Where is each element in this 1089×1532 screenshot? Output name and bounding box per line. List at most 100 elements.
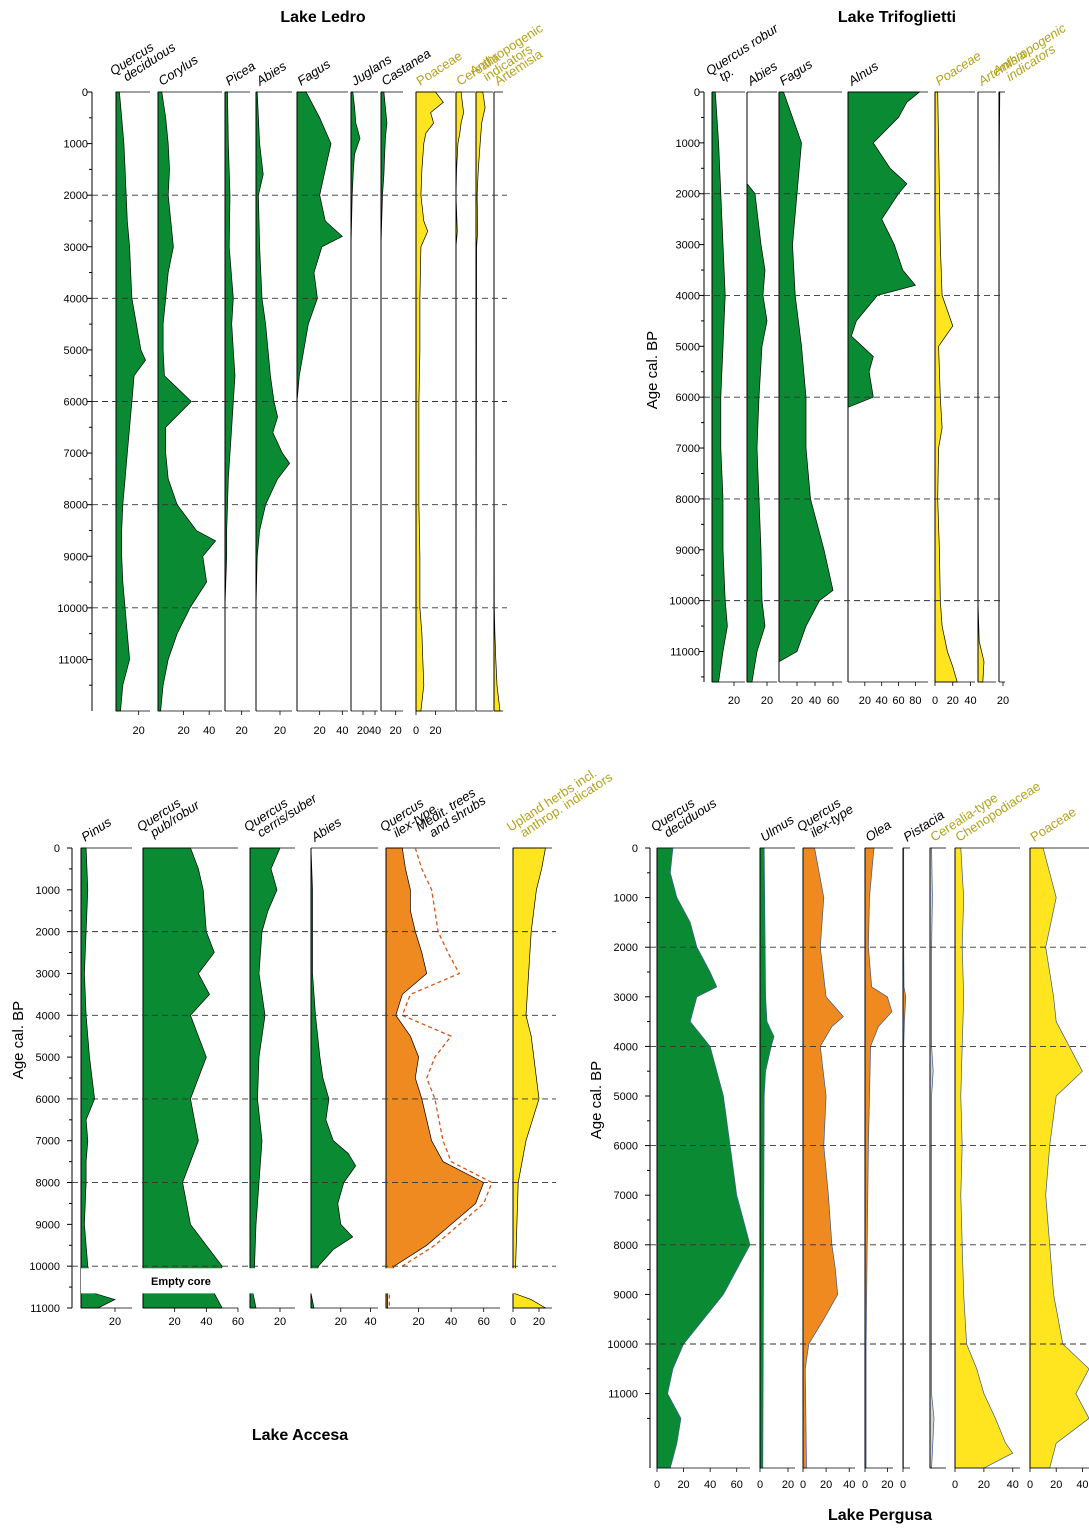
chart-title: Lake Trifoglietti <box>838 9 956 26</box>
y-tick-label: 4000 <box>36 1010 60 1022</box>
y-tick-label: 3000 <box>36 968 60 980</box>
series-quercus-cerris-suber-label: Quercuscerris/suber <box>241 780 320 844</box>
series-ulmus-x-tick-label: 0 <box>757 1479 763 1491</box>
series-corylus-x-tick-label: 20 <box>177 725 189 737</box>
series-abies-x-tick-label: 20 <box>761 695 773 707</box>
y-tick-label: 6000 <box>676 392 700 404</box>
y-axis-label: Age cal. BP <box>644 331 661 409</box>
series-quercus-cerris-suber-area <box>249 847 281 1309</box>
series-pinus-label: Pinus <box>78 814 114 845</box>
series-quercus-robur-tp-x-tick-label: 20 <box>728 695 740 707</box>
series-fagus-x-tick-label: 40 <box>336 725 348 737</box>
series-poaceae-x-tick-label: 40 <box>1076 1479 1088 1491</box>
y-tick-label: 3000 <box>614 992 638 1004</box>
empty-core-band <box>81 1268 552 1294</box>
series-abies-label: Abies <box>308 814 345 845</box>
y-tick-label: 3000 <box>676 240 700 252</box>
series-fagus-label: Fagus <box>294 56 333 89</box>
y-tick-label: 0 <box>632 843 638 855</box>
y-tick-label: 8000 <box>64 500 88 512</box>
y-tick-label: 8000 <box>36 1178 60 1190</box>
series-picea-area <box>224 91 236 711</box>
series-quercus-ilex-type-x-tick-label: 60 <box>478 1316 490 1328</box>
series-anthropogenic-indicators-x-tick-label: 20 <box>997 695 1009 707</box>
series-fagus-label: Fagus <box>776 56 815 89</box>
series-juglans-x-tick-label: 40 <box>369 725 381 737</box>
series-alnus-x-tick-label: 60 <box>892 695 904 707</box>
series-quercus-ilex-type-x-tick-label: 20 <box>412 1316 424 1328</box>
chart-title: Lake Accesa <box>252 1427 348 1444</box>
series-quercus-deciduous-label: Quercusdeciduous <box>648 785 720 845</box>
series-ulmus-x-tick-label: 20 <box>782 1479 794 1491</box>
chart-panel-lake-trifoglietti: Lake Trifoglietti Age cal. BP 0 1000 2000 300… <box>644 9 1069 707</box>
series-castanea-x-tick-label: 20 <box>390 725 402 737</box>
y-tick-label: 2000 <box>676 189 700 201</box>
series-poaceae-x-tick-label: 20 <box>947 695 959 707</box>
series-abies-x-tick-label: 40 <box>364 1316 376 1328</box>
y-tick-label: 0 <box>82 87 88 99</box>
y-tick-label: 1000 <box>64 139 88 151</box>
y-tick-label: 10000 <box>669 596 700 608</box>
series-chenopodiaceae-area <box>954 847 1014 1469</box>
y-tick-label: 8000 <box>676 494 700 506</box>
y-tick-label: 7000 <box>614 1190 638 1202</box>
series-chenopodiaceae-x-tick-label: 20 <box>978 1479 990 1491</box>
series-poaceae-x-tick-label: 0 <box>1027 1479 1033 1491</box>
y-tick-label: 9000 <box>64 551 88 563</box>
y-tick-label: 1000 <box>614 893 638 905</box>
empty-core-label: Empty core <box>151 1276 211 1288</box>
series-abies-area <box>746 92 768 683</box>
series-quercus-deciduous-x-tick-label: 20 <box>677 1479 689 1491</box>
series-quercus-deciduous-area <box>656 847 751 1469</box>
y-tick-label: 5000 <box>614 1091 638 1103</box>
y-tick-label: 5000 <box>64 345 88 357</box>
series-quercus-pub-robur-area <box>142 847 223 1309</box>
series-ulmus-label: Ulmus <box>757 812 796 845</box>
y-tick-label: 11000 <box>608 1389 638 1401</box>
y-tick-label: 10000 <box>607 1339 638 1351</box>
series-quercus-ilex-type-x-tick-label: 40 <box>843 1479 855 1491</box>
series-quercus-pub-robur-x-tick-label: 40 <box>200 1316 212 1328</box>
y-tick-label: 0 <box>694 87 700 99</box>
y-tick-label: 10000 <box>57 603 88 615</box>
y-tick-label: 4000 <box>64 293 88 305</box>
series-quercus-ilex-type-x-tick-label: 0 <box>800 1479 806 1491</box>
y-tick-label: 4000 <box>676 290 700 302</box>
series-quercus-deciduous-x-tick-label: 60 <box>731 1479 743 1491</box>
series-quercus-deciduous-x-tick-label: 40 <box>704 1479 716 1491</box>
series-cerealia-type-area <box>929 847 935 1469</box>
y-tick-label: 9000 <box>614 1289 638 1301</box>
series-alnus-x-tick-label: 20 <box>859 695 871 707</box>
series-quercus-deciduous-area <box>115 91 146 712</box>
y-axis-label: Age cal. BP <box>588 1061 605 1139</box>
series-quercus-ilex-type-x-tick-label: 40 <box>445 1316 457 1328</box>
series-upland-herbs-incl-anthrop-indicators-x-tick-label: 0 <box>510 1316 516 1328</box>
y-tick-label: 1000 <box>36 885 60 897</box>
series-alnus-x-tick-label: 40 <box>876 695 888 707</box>
series-olea-x-tick-label: 20 <box>881 1479 893 1491</box>
y-tick-label: 9000 <box>36 1219 60 1231</box>
series-abies-x-tick-label: 20 <box>335 1316 347 1328</box>
series-juglans-x-tick-label: 20 <box>357 725 369 737</box>
series-upland-herbs-incl-anthrop-indicators-area <box>512 847 547 1309</box>
series-alnus-area <box>847 91 921 682</box>
y-tick-label: 4000 <box>614 1041 638 1053</box>
series-quercus-robur-tp-area <box>711 91 728 683</box>
y-tick-label: 11000 <box>30 1303 60 1315</box>
y-tick-label: 6000 <box>36 1094 60 1106</box>
series-fagus-area <box>778 91 834 682</box>
series-quercus-pub-robur-x-tick-label: 60 <box>232 1316 244 1328</box>
y-tick-label: 7000 <box>64 448 88 460</box>
series-abies-area <box>310 847 357 1309</box>
series-chenopodiaceae-x-tick-label: 40 <box>1007 1479 1019 1491</box>
series-upland-herbs-incl-anthrop-indicators-x-tick-label: 20 <box>533 1316 545 1328</box>
y-tick-label: 8000 <box>614 1240 638 1252</box>
y-tick-label: 2000 <box>36 927 60 939</box>
series-abies-label: Abies <box>253 58 290 89</box>
series-pistacia-x-tick-label: 0 <box>900 1479 906 1491</box>
y-tick-label: 11000 <box>670 646 700 658</box>
series-fagus-area <box>296 91 343 711</box>
series-abies-x-tick-label: 20 <box>274 725 286 737</box>
series-ulmus-area <box>759 847 775 1469</box>
